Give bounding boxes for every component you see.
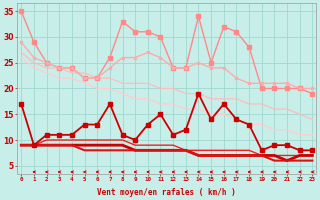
X-axis label: Vent moyen/en rafales ( km/h ): Vent moyen/en rafales ( km/h ) <box>97 188 236 197</box>
